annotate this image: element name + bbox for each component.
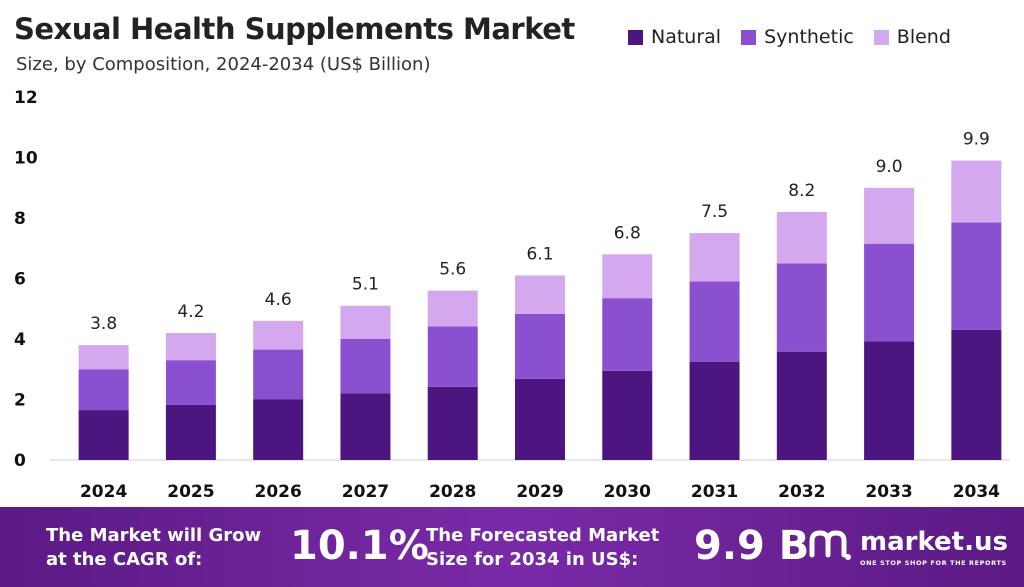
y-tick-label: 10 (14, 149, 38, 169)
bar-total-label: 8.2 (788, 181, 815, 201)
bar-synthetic (340, 339, 391, 394)
bar-synthetic (776, 263, 827, 352)
bar-blend (427, 290, 478, 327)
bar-total-label: 7.5 (701, 202, 728, 222)
legend-item-synthetic: Synthetic (741, 26, 854, 48)
bar-blend (340, 305, 391, 339)
x-tick-label: 2026 (255, 482, 302, 502)
bar-natural (689, 361, 740, 460)
legend-label-natural: Natural (651, 26, 722, 48)
bar-blend (951, 160, 1002, 223)
bar-natural (427, 386, 478, 460)
bar-blend (602, 254, 653, 299)
y-tick-label: 2 (14, 391, 26, 411)
x-tick-label: 2030 (604, 482, 651, 502)
bar-synthetic (951, 222, 1002, 330)
x-tick-label: 2029 (516, 482, 563, 502)
stacked-bar-chart: 0 2 4 6 8 10 12 3.8 2024 4.2 2025 4.6 2026 5.1 2027 5.6… (14, 88, 1010, 502)
market-us-logo-icon (809, 530, 851, 560)
bar-blend (253, 320, 304, 350)
bar-natural (253, 399, 304, 460)
forecast-value: 9.9 B (694, 523, 810, 569)
legend-label-synthetic: Synthetic (764, 26, 854, 48)
bar-total-label: 4.6 (265, 290, 292, 310)
bar-total-label: 4.2 (177, 302, 204, 322)
x-tick-label: 2031 (691, 482, 738, 502)
bar-synthetic (602, 298, 653, 371)
x-tick-label: 2033 (865, 482, 912, 502)
cagr-value: 10.1% (290, 523, 429, 569)
bar-total-label: 9.9 (963, 130, 990, 150)
bar-synthetic (515, 313, 565, 379)
bar-synthetic (253, 349, 304, 400)
bar-total-label: 6.1 (526, 244, 553, 264)
x-tick-label: 2025 (167, 482, 214, 502)
bar-natural (340, 393, 391, 460)
x-tick-label: 2034 (953, 482, 1000, 502)
y-tick-label: 6 (14, 270, 26, 290)
bar-natural (515, 378, 565, 460)
logo-tagline: ONE STOP SHOP FOR THE REPORTS (860, 559, 1007, 567)
chart-legend: Natural Synthetic Blend (628, 26, 951, 48)
legend-item-blend: Blend (873, 26, 951, 48)
bar-synthetic (78, 369, 129, 411)
bar-blend (864, 187, 915, 244)
cagr-label: The Market will Grow at the CAGR of: (46, 524, 261, 572)
bar-total-label: 3.8 (90, 314, 117, 334)
y-tick-label: 4 (14, 330, 26, 350)
bar-synthetic (689, 281, 740, 362)
y-tick-label: 8 (14, 209, 26, 229)
bar-blend (689, 233, 740, 282)
legend-swatch-synthetic (741, 29, 757, 45)
bar-natural (776, 351, 827, 460)
chart-subtitle: Size, by Composition, 2024-2034 (US$ Bil… (16, 54, 431, 75)
bar-total-label: 6.8 (614, 223, 641, 243)
legend-item-natural: Natural (628, 26, 721, 48)
legend-swatch-natural (628, 29, 643, 45)
bar-natural (602, 370, 653, 460)
bar-total-label: 5.1 (352, 275, 379, 295)
forecast-label-line-2: Size for 2034 in US$: (426, 549, 639, 570)
x-tick-label: 2027 (342, 482, 389, 502)
bar-blend (776, 211, 827, 264)
logo-name: market.us (860, 527, 1008, 557)
bar-total-label: 9.0 (876, 157, 903, 177)
cagr-label-line-2: at the CAGR of: (46, 549, 203, 570)
chart-card: Sexual Health Supplements Market Size, b… (14, 12, 1010, 502)
bar-natural (78, 410, 129, 460)
y-tick-label: 12 (14, 88, 38, 108)
forecast-label: The Forecasted Market Size for 2034 in U… (426, 524, 659, 572)
chart-title: Sexual Health Supplements Market (14, 12, 575, 46)
x-tick-label: 2028 (429, 482, 476, 502)
bar-total-label: 5.6 (439, 260, 466, 280)
bar-natural (951, 329, 1002, 460)
bar-blend (165, 332, 216, 361)
bar-synthetic (427, 326, 478, 387)
y-tick-label: 0 (14, 451, 26, 471)
bar-synthetic (864, 243, 915, 342)
bar-blend (78, 345, 129, 370)
x-tick-label: 2024 (80, 482, 127, 502)
bar-blend (515, 275, 565, 314)
bar-synthetic (165, 360, 216, 405)
x-tick-label: 2032 (778, 482, 825, 502)
legend-label-blend: Blend (896, 26, 951, 48)
forecast-label-line-1: The Forecasted Market (426, 525, 660, 546)
bar-natural (165, 404, 216, 460)
legend-swatch-blend (873, 29, 889, 45)
bar-natural (864, 341, 915, 460)
cagr-label-line-1: The Market will Grow (46, 525, 262, 546)
footer-banner: The Market will Grow at the CAGR of: 10.… (0, 507, 1024, 587)
